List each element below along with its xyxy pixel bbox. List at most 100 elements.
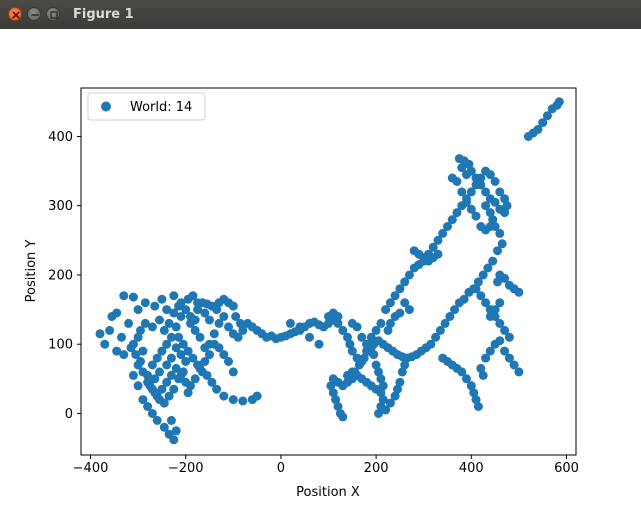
- data-point: [554, 97, 564, 107]
- minimize-icon[interactable]: [27, 7, 41, 21]
- y-tick-label: 400: [48, 130, 73, 145]
- data-point: [404, 305, 414, 315]
- data-point: [147, 384, 157, 394]
- data-point: [371, 325, 381, 335]
- data-point: [476, 291, 486, 301]
- data-point: [402, 353, 412, 363]
- data-point: [193, 305, 203, 315]
- data-point: [542, 111, 552, 121]
- data-point: [376, 374, 386, 384]
- data-point: [209, 329, 219, 339]
- close-icon[interactable]: [8, 7, 22, 21]
- x-tick-label: 200: [364, 461, 389, 476]
- data-point: [502, 201, 512, 211]
- data-point: [333, 402, 343, 411]
- data-point: [395, 284, 405, 294]
- data-point: [235, 318, 245, 328]
- data-point: [371, 360, 381, 370]
- data-point: [171, 343, 181, 353]
- data-point: [188, 353, 198, 363]
- data-point: [166, 370, 176, 380]
- data-point: [200, 308, 210, 318]
- data-point: [155, 367, 164, 377]
- data-point: [495, 298, 505, 308]
- data-point: [252, 391, 262, 401]
- data-point: [166, 415, 176, 425]
- data-point: [359, 353, 369, 363]
- data-point: [228, 367, 238, 377]
- data-point: [140, 318, 150, 328]
- data-point: [162, 305, 172, 315]
- data-point: [131, 350, 141, 360]
- axes-frame: [80, 87, 577, 456]
- data-point: [493, 277, 502, 287]
- title-bar[interactable]: Figure 1: [0, 0, 641, 30]
- data-point: [95, 329, 105, 339]
- data-point: [488, 215, 498, 225]
- data-point: [443, 222, 452, 231]
- data-point: [333, 312, 343, 321]
- data-point: [495, 204, 505, 214]
- data-point: [338, 325, 348, 335]
- data-point: [212, 305, 222, 315]
- data-point: [462, 197, 471, 207]
- data-point: [485, 312, 495, 321]
- data-point: [147, 322, 157, 332]
- data-point: [285, 318, 295, 328]
- data-point: [147, 360, 157, 370]
- data-point: [143, 402, 153, 411]
- data-point: [128, 292, 138, 302]
- data-point: [466, 204, 476, 214]
- data-point: [464, 287, 474, 297]
- data-point: [119, 291, 129, 301]
- data-point: [431, 332, 441, 342]
- x-tick-label: 400: [459, 461, 484, 476]
- data-point: [450, 305, 460, 315]
- data-point: [219, 350, 229, 360]
- maximize-icon[interactable]: [46, 7, 60, 21]
- data-point: [162, 377, 172, 387]
- data-point: [157, 294, 167, 304]
- data-point: [162, 360, 172, 370]
- y-tick-label: 200: [48, 268, 73, 283]
- data-point: [354, 360, 364, 370]
- data-point: [314, 339, 324, 349]
- data-point: [447, 173, 457, 183]
- data-point: [112, 346, 122, 356]
- legend-marker: [101, 101, 111, 112]
- data-point: [200, 343, 210, 353]
- data-point: [169, 435, 179, 445]
- data-point: [378, 395, 388, 405]
- data-point: [490, 222, 500, 231]
- x-tick-label: 600: [554, 461, 579, 476]
- data-point: [171, 363, 181, 373]
- data-point: [169, 384, 179, 394]
- data-point: [190, 374, 200, 384]
- data-point: [428, 242, 438, 252]
- data-point: [136, 325, 145, 335]
- data-point: [138, 395, 148, 405]
- data-point: [195, 332, 205, 342]
- data-point: [395, 377, 405, 387]
- data-point: [328, 374, 338, 384]
- data-point: [183, 346, 193, 356]
- data-point: [393, 384, 402, 394]
- scatter-chart: −400 −200 0 200 400 600 0 100 200 300 400 Positio…: [24, 87, 579, 500]
- data-point: [150, 374, 160, 384]
- data-point: [471, 211, 481, 221]
- data-point: [176, 312, 186, 321]
- data-point: [509, 360, 519, 370]
- data-point: [150, 301, 160, 311]
- data-point: [193, 298, 203, 308]
- data-point: [462, 374, 471, 384]
- data-point: [454, 298, 464, 308]
- data-point: [369, 350, 379, 360]
- data-point: [390, 312, 400, 321]
- data-point: [140, 298, 150, 308]
- data-point: [485, 170, 495, 180]
- data-point: [157, 346, 167, 356]
- data-point: [188, 291, 198, 301]
- data-point: [473, 277, 483, 287]
- data-point: [238, 396, 248, 406]
